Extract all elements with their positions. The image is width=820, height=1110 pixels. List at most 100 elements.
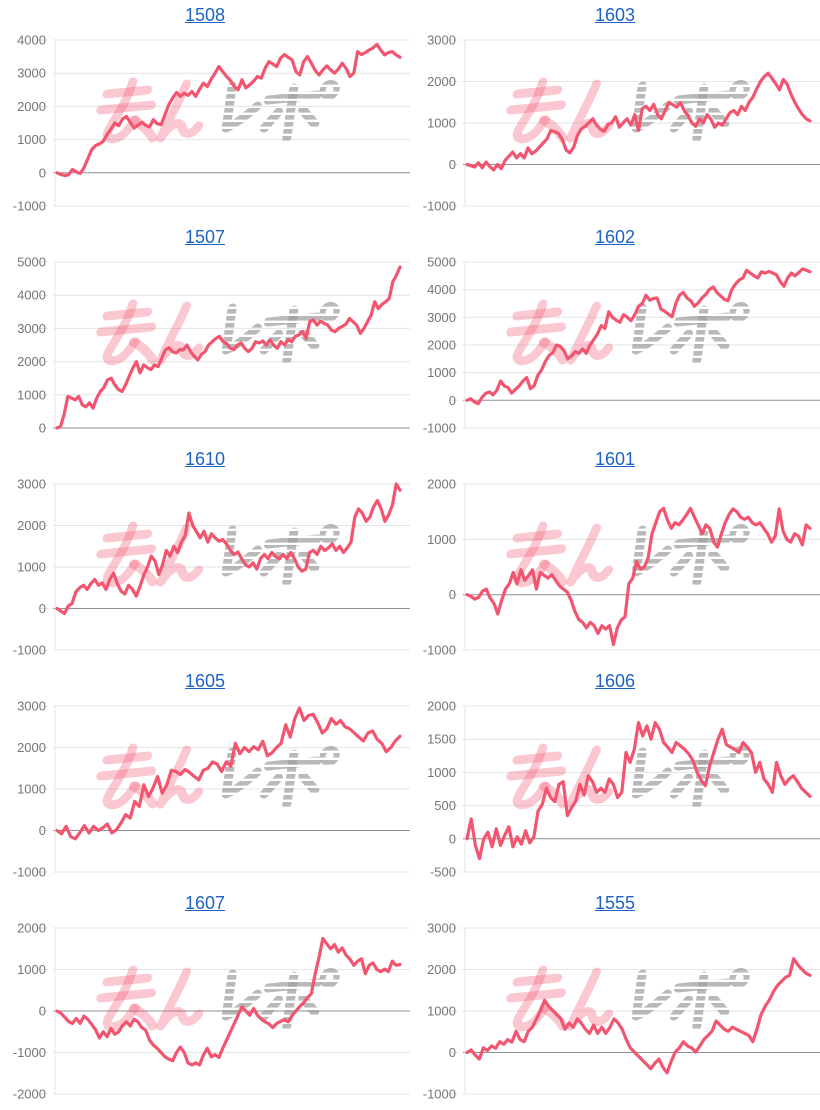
data-series-line: [55, 482, 402, 616]
chart-canvas-1610: 3000 2000 1000 0 -1000: [13, 477, 410, 658]
watermark-glyph-stroke: [631, 303, 672, 355]
watermark-glyph-stroke: [96, 988, 157, 1003]
watermark-glyph-stroke: [669, 773, 694, 799]
chart-link-1603[interactable]: 1603: [594, 5, 636, 25]
watermark-glyph-stroke: [506, 988, 567, 1003]
y-axis-label: 3000: [427, 310, 456, 325]
y-axis-label: 0: [39, 421, 46, 436]
watermark-glyph-stroke: [538, 781, 568, 809]
y-axis-label: 2000: [427, 699, 456, 714]
chart-link-1602[interactable]: 1602: [594, 227, 636, 247]
chart-link-1606[interactable]: 1606: [594, 671, 636, 691]
watermark-glyph-stroke: [259, 107, 284, 133]
chart-link-1507[interactable]: 1507: [184, 227, 226, 247]
watermark-glyph-stroke: [512, 77, 550, 144]
y-axis-label: -500: [430, 865, 456, 880]
y-axis-label: 500: [434, 798, 456, 813]
data-series-line: [465, 71, 812, 172]
y-axis-label: 1000: [427, 532, 456, 547]
watermark-glyph-stroke: [692, 971, 709, 1031]
y-axis-label: 0: [449, 831, 456, 846]
watermark-glyph-stroke: [96, 322, 157, 337]
chart-plot-1508: 4000 3000 2000 1000 0 -1000: [0, 0, 410, 222]
watermark-glyph-stroke: [692, 527, 709, 587]
chart-link-1508[interactable]: 1508: [184, 5, 226, 25]
watermark-glyph-stroke: [102, 85, 153, 99]
watermark-glyph-stroke: [512, 751, 563, 765]
chart-plot-1610: 3000 2000 1000 0 -1000: [0, 444, 410, 666]
chart-plot-1605: 3000 2000 1000 0 -1000: [0, 666, 410, 888]
y-axis-label: 0: [39, 823, 46, 838]
site-watermark: [96, 521, 340, 588]
chart-link-1601[interactable]: 1601: [594, 449, 636, 469]
chart-canvas-1601: 2000 1000 0 -1000: [423, 477, 820, 658]
chart-canvas-1507: 5000 4000 3000 2000 1000 0: [17, 255, 410, 436]
chart-link-1605[interactable]: 1605: [184, 671, 226, 691]
watermark-glyph-stroke: [96, 766, 157, 781]
y-axis-label: 2000: [427, 477, 456, 492]
y-axis-label: -1000: [423, 199, 456, 214]
y-axis-label: 2000: [427, 962, 456, 977]
watermark-glyph-stroke: [566, 79, 614, 143]
data-series-line: [465, 267, 812, 406]
chart-plot-1601: 2000 1000 0 -1000: [410, 444, 820, 666]
chart-cell-1607: 1607 2000 1000 0 -1000 -2000: [0, 888, 410, 1110]
chart-cell-1610: 1610 3000 2000 1000 0 -1000: [0, 444, 410, 666]
watermark-glyph-stroke: [102, 521, 140, 588]
watermark-glyph-stroke: [282, 971, 299, 1031]
y-axis-label: 3000: [17, 699, 46, 714]
watermark-glyph-stroke: [156, 523, 204, 587]
watermark-glyph-stroke: [298, 771, 320, 795]
watermark-glyph-stroke: [631, 969, 672, 1021]
watermark-glyph-stroke: [221, 747, 262, 799]
watermark-handakuten: [729, 524, 750, 544]
chart-canvas-1602: 5000 4000 3000 2000 1000 0 -1000: [423, 255, 820, 436]
chart-cell-1508: 1508 4000 3000 2000 1000 0 -1000: [0, 0, 410, 222]
y-axis-label: 0: [449, 1045, 456, 1060]
chart-plot-1555: 3000 2000 1000 0 -1000: [410, 888, 820, 1110]
watermark-glyph-stroke: [221, 525, 262, 577]
watermark-glyph-stroke: [512, 521, 550, 588]
chart-plot-1603: 3000 2000 1000 0 -1000: [410, 0, 820, 222]
watermark-glyph-stroke: [512, 299, 550, 366]
watermark-glyph-stroke: [102, 973, 153, 987]
y-axis-label: 2000: [17, 99, 46, 114]
y-axis-label: 0: [39, 601, 46, 616]
watermark-glyph-stroke: [128, 337, 158, 365]
watermark-glyph-stroke: [128, 115, 158, 143]
y-axis-label: -1000: [423, 1087, 456, 1102]
chart-cell-1601: 1601 2000 1000 0 -1000: [410, 444, 820, 666]
watermark-handakuten: [319, 968, 340, 988]
y-axis-label: 0: [39, 1004, 46, 1019]
watermark-handakuten: [729, 80, 750, 100]
watermark-glyph-stroke: [631, 747, 672, 799]
watermark-glyph-stroke: [512, 307, 563, 321]
chart-link-1555[interactable]: 1555: [594, 893, 636, 913]
watermark-glyph-stroke: [259, 773, 284, 799]
y-axis-label: 1000: [17, 560, 46, 575]
chart-link-1610[interactable]: 1610: [184, 449, 226, 469]
y-axis-label: 2000: [427, 338, 456, 353]
y-axis-label: 0: [449, 587, 456, 602]
watermark-glyph-stroke: [506, 766, 567, 781]
chart-cell-1602: 1602 5000 4000 3000 2000 1000 0 -1000: [410, 222, 820, 444]
chart-link-1607[interactable]: 1607: [184, 893, 226, 913]
y-axis-label: 1000: [427, 765, 456, 780]
watermark-glyph-stroke: [669, 551, 694, 577]
watermark-glyph-stroke: [708, 771, 730, 795]
y-axis-label: 2000: [17, 740, 46, 755]
chart-cell-1555: 1555 3000 2000 1000 0 -1000: [410, 888, 820, 1110]
watermark-handakuten: [319, 302, 340, 322]
chart-cell-1605: 1605 3000 2000 1000 0 -1000: [0, 666, 410, 888]
y-axis-label: -1000: [423, 421, 456, 436]
site-watermark: [96, 965, 340, 1032]
chart-plot-1606: 2000 1500 1000 500 0 -500: [410, 666, 820, 888]
y-axis-label: 4000: [427, 282, 456, 297]
y-axis-label: 1000: [17, 782, 46, 797]
y-axis-label: 0: [39, 165, 46, 180]
watermark-glyph-stroke: [102, 307, 153, 321]
watermark-glyph-stroke: [512, 973, 563, 987]
y-axis-label: 1000: [427, 365, 456, 380]
watermark-glyph-stroke: [708, 327, 730, 351]
